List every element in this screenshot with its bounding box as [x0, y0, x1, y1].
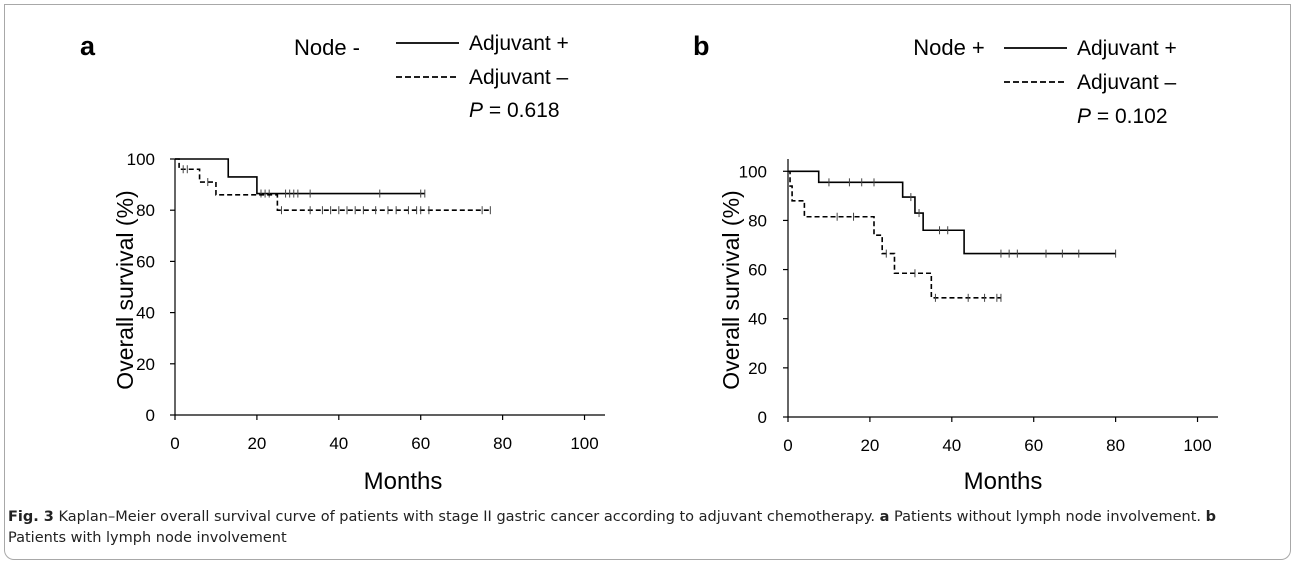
panel-a-y-axis-label: Overall survival (%) [112, 190, 138, 389]
panel-b-p-value: P = 0.102 [1077, 105, 1168, 128]
panel-a-x-tick-label-100: 100 [570, 434, 598, 453]
panel-a-x-axis-label: Months [364, 468, 443, 495]
panel-a-x-tick-label-40: 40 [329, 434, 348, 453]
panel-b-x-tick-label-80: 80 [1106, 436, 1125, 455]
figure-frame-top [4, 4, 1291, 5]
panel-b-x-tick-label-60: 60 [1024, 436, 1043, 455]
caption-panel-b-label: b [1205, 509, 1217, 525]
panel-b-x-axis-label: Months [964, 468, 1043, 495]
panel-a-title: Node - [294, 35, 360, 60]
panel-b-series-adjuvant-plus-curve [788, 170, 1116, 255]
panel-a-y-tick-label-0: 0 [146, 406, 155, 425]
panel-b-x-tick-label-0: 0 [783, 436, 792, 455]
panel-b-y-tick-label-60: 60 [748, 261, 767, 280]
panel-a-p-value: P = 0.618 [469, 99, 560, 122]
panel-b-y-tick-label-40: 40 [748, 310, 767, 329]
panel-a-label: a [80, 31, 96, 61]
panel-b-label: b [693, 31, 710, 61]
panel-b-title: Node + [913, 35, 985, 60]
panel-a-x-tick-label-20: 20 [247, 434, 266, 453]
panel-b-y-axis-label: Overall survival (%) [718, 190, 744, 389]
caption-panel-a-label: a [879, 509, 890, 525]
panel-a-y-tick-label-100: 100 [127, 150, 155, 169]
panel-a-legend-adjuvant-minus-label: Adjuvant – [469, 66, 569, 89]
panel-a-x-tick-label-60: 60 [411, 434, 430, 453]
panel-b-p-value-number: = 0.102 [1091, 105, 1167, 128]
panel-b-x-tick-label-20: 20 [860, 436, 879, 455]
panel-b-series-adjuvant-minus-curve [788, 170, 1001, 299]
panel-b-y-tick-label-0: 0 [758, 408, 767, 427]
panel-a-series-adjuvant-plus-curve [175, 158, 425, 195]
panel-a-y-tick-label-60: 60 [136, 252, 155, 271]
panel-a-x-tick-label-80: 80 [493, 434, 512, 453]
panel-a-y-tick-label-40: 40 [136, 304, 155, 323]
panel-a-p-value-number: = 0.618 [483, 99, 559, 122]
caption-text-intro: Kaplan–Meier overall survival curve of p… [53, 509, 880, 525]
panel-b-p-value-symbol: P [1077, 105, 1091, 128]
panel-a-series-adjuvant-minus-curve [175, 158, 491, 211]
panel-a-y-tick-label-80: 80 [136, 201, 155, 220]
panel-a-legend-adjuvant-plus-label: Adjuvant + [469, 32, 569, 55]
panel-a-y-tick-label-20: 20 [136, 355, 155, 374]
caption-figure-label: Fig. 3 [8, 509, 54, 525]
figure-caption: Fig. 3 Kaplan–Meier overall survival cur… [8, 507, 1278, 549]
panel-b-legend-adjuvant-minus-label: Adjuvant – [1077, 71, 1177, 94]
caption-text-panel-b: Patients with lymph node involvement [8, 530, 287, 546]
panel-b-x-tick-label-100: 100 [1183, 436, 1211, 455]
panel-a-x-tick-label-0: 0 [170, 434, 179, 453]
panel-b-y-tick-label-100: 100 [739, 162, 767, 181]
caption-text-panel-a: Patients without lymph node involvement. [889, 509, 1206, 525]
figure-frame [4, 4, 1291, 560]
panel-b-y-tick-label-80: 80 [748, 211, 767, 230]
figure-charts: a Node - 0 20 40 60 80 100 0 20 40 60 80 100 Months Ove… [80, 31, 1218, 495]
panel-a-p-value-symbol: P [469, 99, 483, 122]
panel-b-y-tick-label-20: 20 [748, 359, 767, 378]
panel-b-legend-adjuvant-plus-label: Adjuvant + [1077, 37, 1177, 60]
panel-b-x-tick-label-40: 40 [942, 436, 961, 455]
